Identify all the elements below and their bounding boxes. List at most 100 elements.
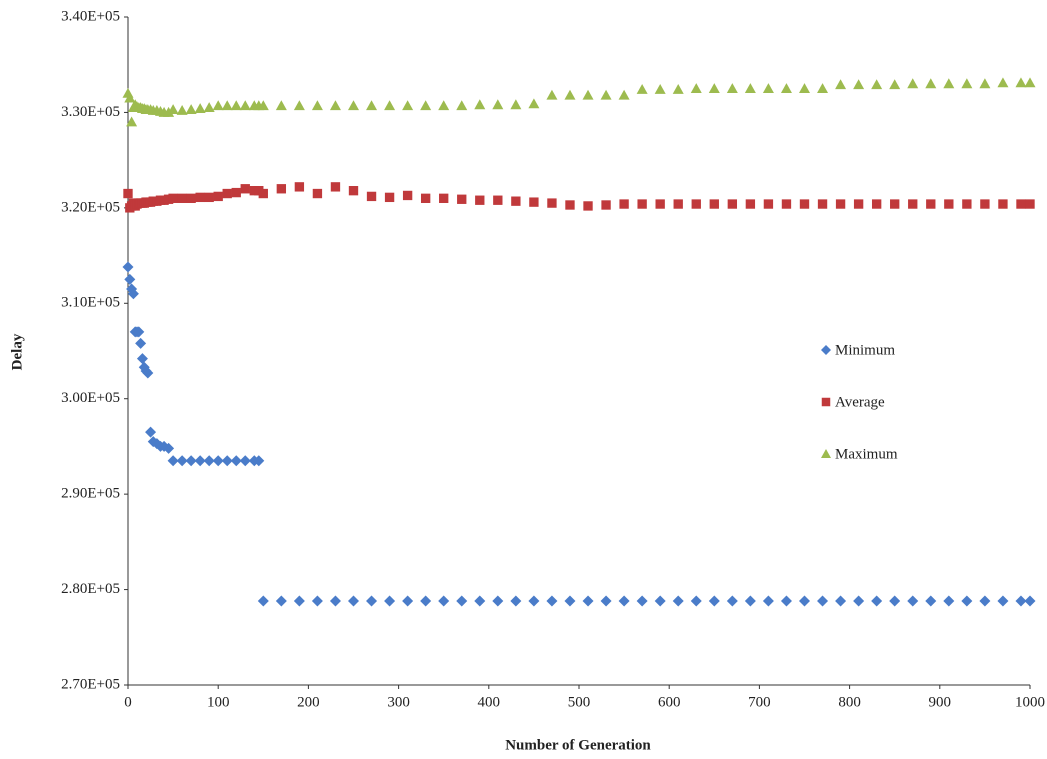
data-point bbox=[240, 184, 250, 194]
data-point bbox=[889, 79, 901, 90]
data-point bbox=[230, 100, 242, 111]
data-point bbox=[474, 99, 486, 110]
legend-label: Average bbox=[835, 394, 885, 410]
x-tick-label: 600 bbox=[658, 694, 681, 710]
data-point bbox=[961, 595, 973, 607]
data-point bbox=[961, 78, 973, 89]
data-point bbox=[871, 199, 882, 209]
y-tick-label: 2.80E+05 bbox=[61, 581, 120, 597]
data-point bbox=[195, 192, 205, 203]
data-point bbox=[654, 84, 666, 94]
y-tick-label: 3.30E+05 bbox=[61, 104, 120, 120]
data-point bbox=[744, 83, 756, 93]
data-point bbox=[835, 79, 847, 90]
y-tick-label: 3.00E+05 bbox=[61, 390, 120, 406]
data-point bbox=[222, 188, 232, 199]
data-point bbox=[926, 199, 936, 209]
data-point bbox=[384, 100, 396, 111]
data-point bbox=[762, 83, 774, 93]
data-point bbox=[546, 89, 558, 100]
x-tick-label: 200 bbox=[297, 694, 320, 710]
data-point bbox=[420, 193, 431, 203]
data-point bbox=[799, 83, 810, 93]
data-point bbox=[997, 595, 1009, 607]
data-point bbox=[618, 595, 630, 607]
data-point bbox=[126, 116, 138, 127]
data-point bbox=[275, 595, 287, 607]
data-point bbox=[294, 182, 305, 192]
data-point bbox=[185, 104, 197, 114]
data-point bbox=[124, 92, 136, 103]
y-tick-label: 2.70E+05 bbox=[61, 676, 120, 692]
data-point bbox=[601, 200, 611, 210]
data-point bbox=[1015, 595, 1027, 607]
data-point bbox=[402, 100, 414, 111]
data-point bbox=[1024, 77, 1036, 88]
data-point bbox=[943, 78, 955, 89]
data-point bbox=[456, 100, 468, 111]
data-point bbox=[475, 195, 485, 205]
data-point bbox=[853, 595, 865, 607]
data-point bbox=[167, 104, 179, 114]
data-point bbox=[293, 100, 305, 111]
data-point bbox=[1025, 199, 1035, 209]
data-point bbox=[691, 199, 701, 209]
data-point bbox=[636, 595, 648, 607]
x-tick-label: 1000 bbox=[1015, 694, 1045, 710]
data-point bbox=[853, 79, 865, 90]
data-point bbox=[907, 595, 919, 607]
data-point bbox=[654, 595, 666, 607]
data-point bbox=[221, 455, 233, 467]
data-point bbox=[564, 595, 576, 607]
data-point bbox=[943, 595, 955, 607]
data-point bbox=[799, 595, 810, 607]
x-tick-label: 300 bbox=[387, 694, 410, 710]
data-point bbox=[124, 273, 136, 285]
data-point bbox=[708, 595, 720, 607]
data-point bbox=[258, 188, 268, 199]
data-point bbox=[194, 455, 206, 467]
data-point bbox=[167, 455, 179, 467]
x-tick-label: 800 bbox=[838, 694, 861, 710]
data-point bbox=[145, 426, 157, 438]
data-point bbox=[493, 195, 503, 205]
data-point bbox=[673, 199, 683, 209]
x-tick-label: 400 bbox=[478, 694, 501, 710]
data-point bbox=[781, 199, 792, 209]
data-point bbox=[529, 197, 539, 207]
data-point bbox=[230, 455, 242, 467]
legend-label: Maximum bbox=[835, 446, 898, 462]
data-point bbox=[636, 84, 648, 94]
data-point bbox=[726, 595, 738, 607]
y-tick-label: 2.90E+05 bbox=[61, 486, 120, 502]
data-point bbox=[745, 199, 756, 209]
data-point bbox=[1024, 595, 1036, 607]
data-point bbox=[293, 595, 305, 607]
data-point bbox=[762, 595, 774, 607]
data-point bbox=[528, 98, 540, 109]
data-point bbox=[709, 199, 719, 209]
data-point bbox=[980, 199, 990, 209]
data-point bbox=[439, 193, 449, 203]
data-point bbox=[420, 595, 432, 607]
data-point bbox=[655, 199, 665, 209]
data-point bbox=[311, 100, 323, 111]
data-point bbox=[907, 78, 919, 89]
data-point bbox=[637, 199, 647, 209]
data-point bbox=[348, 186, 359, 196]
data-point bbox=[600, 89, 612, 100]
data-point bbox=[366, 595, 378, 607]
data-point bbox=[979, 78, 991, 89]
data-point bbox=[276, 184, 287, 194]
data-point bbox=[817, 199, 828, 209]
data-point bbox=[133, 326, 145, 338]
legend-marker bbox=[821, 345, 831, 355]
data-point bbox=[547, 198, 557, 208]
data-point bbox=[925, 78, 937, 89]
data-point bbox=[212, 100, 224, 111]
data-point bbox=[944, 199, 954, 209]
data-point bbox=[135, 337, 147, 349]
data-point bbox=[672, 84, 684, 94]
data-point bbox=[212, 455, 224, 467]
data-point bbox=[890, 199, 900, 209]
